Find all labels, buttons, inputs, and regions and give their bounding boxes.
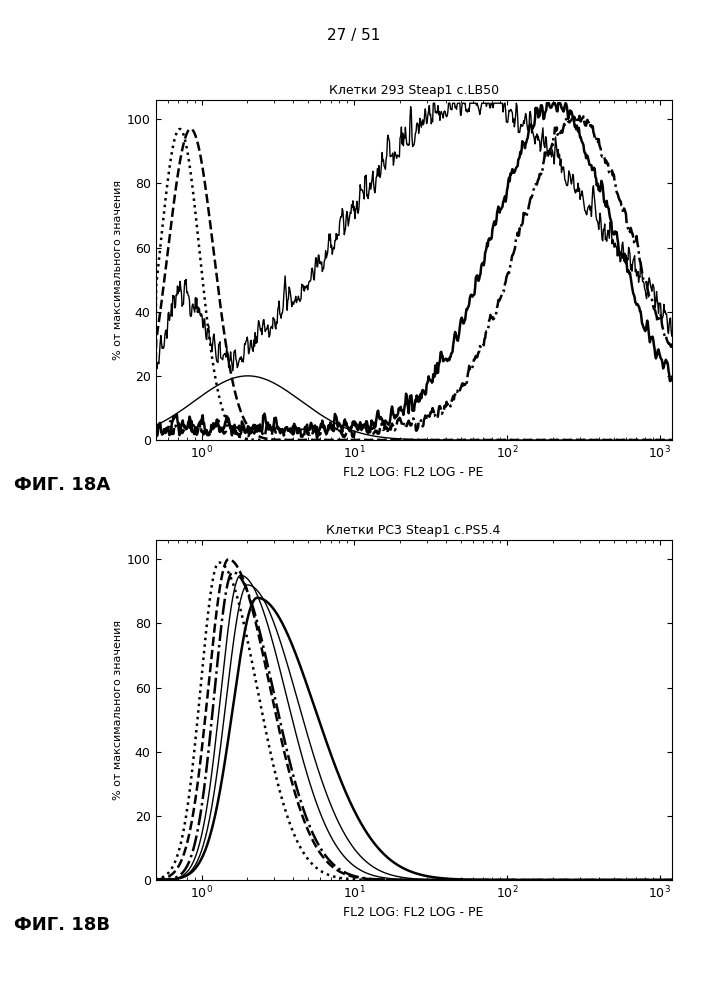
X-axis label: FL2 LOG: FL2 LOG - PE: FL2 LOG: FL2 LOG - PE	[344, 466, 484, 479]
Text: ФИГ. 18B: ФИГ. 18B	[14, 916, 110, 934]
Text: 27 / 51: 27 / 51	[327, 28, 380, 43]
Title: Клетки PC3 Steap1 с.PS5.4: Клетки PC3 Steap1 с.PS5.4	[327, 524, 501, 537]
X-axis label: FL2 LOG: FL2 LOG - PE: FL2 LOG: FL2 LOG - PE	[344, 906, 484, 919]
Y-axis label: % от максимального значения: % от максимального значения	[112, 620, 122, 800]
Y-axis label: % от максимального значения: % от максимального значения	[112, 180, 122, 360]
Text: ФИГ. 18A: ФИГ. 18A	[14, 476, 110, 494]
Title: Клетки 293 Steap1 с.LB50: Клетки 293 Steap1 с.LB50	[329, 84, 498, 97]
